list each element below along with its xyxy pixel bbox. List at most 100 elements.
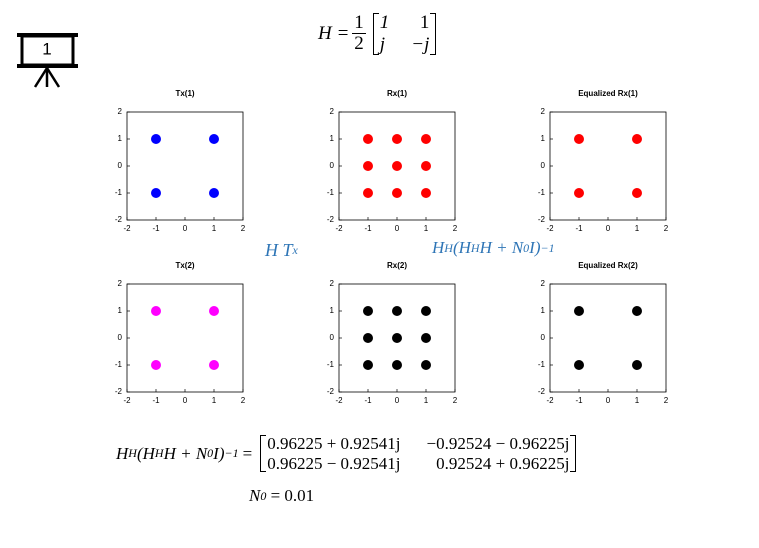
x-tick-label: 2 — [664, 224, 669, 233]
point — [574, 134, 584, 144]
cell: 1 — [379, 12, 390, 33]
y-tick-label: 1 — [541, 306, 546, 315]
y-tick-label: 1 — [541, 134, 546, 143]
scatter-chart: Tx(1) -2 -1 0 1 2 -2 -1 0 1 2 — [115, 89, 246, 233]
point — [151, 188, 161, 198]
chart-title: Rx(1) — [387, 89, 407, 98]
y-tick-label: -2 — [538, 387, 546, 396]
y-tick-label: -1 — [327, 360, 335, 369]
t: H — [470, 240, 480, 255]
x-tick-label: 1 — [424, 396, 429, 405]
y-tick-label: 1 — [330, 306, 335, 315]
x-tick-label: -2 — [335, 396, 343, 405]
x-tick-label: 0 — [183, 224, 188, 233]
point — [392, 360, 402, 370]
scatter-chart: Rx(1) -2 -1 0 1 2 -2 -1 0 1 2 — [327, 89, 458, 233]
point — [392, 134, 402, 144]
point — [574, 188, 584, 198]
t: (H — [136, 443, 155, 463]
point — [392, 161, 402, 171]
x-tick-label: 0 — [606, 224, 611, 233]
point — [632, 306, 642, 316]
point — [151, 360, 161, 370]
x-tick-label: 2 — [241, 224, 246, 233]
point — [421, 188, 431, 198]
y-tick-label: -2 — [115, 215, 123, 224]
point — [363, 306, 373, 316]
x-tick-label: -1 — [152, 224, 160, 233]
point — [421, 134, 431, 144]
t: H — [128, 446, 137, 461]
t: I) — [213, 443, 225, 463]
x-tick-label: 2 — [453, 224, 458, 233]
x-tick-label: 1 — [212, 396, 217, 405]
cell: j — [379, 33, 386, 55]
label-text: H T — [265, 240, 293, 260]
x-tick-label: 2 — [453, 396, 458, 405]
point — [209, 188, 219, 198]
y-tick-label: 0 — [541, 161, 546, 170]
point — [574, 306, 584, 316]
point — [363, 333, 373, 343]
t: H — [432, 238, 445, 257]
matrix: 1 1 j −j — [372, 12, 437, 56]
y-tick-label: 0 — [330, 333, 335, 342]
numerator: 1 — [352, 12, 366, 35]
point — [209, 134, 219, 144]
denominator: 2 — [354, 33, 364, 55]
chart-title: Equalized Rx(1) — [578, 89, 638, 98]
matrix: 0.96225 + 0.92541j −0.92524 − 0.96225j 0… — [260, 434, 577, 473]
y-tick-label: 2 — [118, 279, 123, 288]
point — [151, 134, 161, 144]
slide-icon: 1 — [17, 33, 78, 88]
point — [363, 161, 373, 171]
point — [632, 134, 642, 144]
plot-area — [126, 283, 244, 393]
y-tick-label: 2 — [330, 107, 335, 116]
t: I) — [529, 238, 541, 257]
x-tick-label: -2 — [546, 224, 554, 233]
y-tick-label: 0 — [330, 161, 335, 170]
y-tick-label: 1 — [330, 134, 335, 143]
y-tick-label: 2 — [118, 107, 123, 116]
point — [421, 161, 431, 171]
y-tick-label: 0 — [118, 333, 123, 342]
x-tick-label: 1 — [635, 396, 640, 405]
scatter-chart: Rx(2) -2 -1 0 1 2 -2 -1 0 1 2 — [327, 261, 458, 405]
point — [392, 306, 402, 316]
x-tick-label: 2 — [241, 396, 246, 405]
t: −1 — [540, 240, 555, 255]
y-tick-label: 1 — [118, 134, 123, 143]
y-tick-label: -1 — [115, 188, 123, 197]
y-tick-label: 1 — [118, 306, 123, 315]
chart-title: Rx(2) — [387, 261, 407, 270]
t: H — [116, 443, 129, 463]
x-tick-label: 0 — [395, 396, 400, 405]
point — [392, 188, 402, 198]
x-tick-label: -1 — [152, 396, 160, 405]
point — [632, 360, 642, 370]
x-tick-label: -1 — [364, 396, 372, 405]
point — [151, 306, 161, 316]
t: N — [249, 486, 261, 505]
y-tick-label: -1 — [327, 188, 335, 197]
x-tick-label: -1 — [364, 224, 372, 233]
cell: 1 — [419, 12, 430, 33]
t: N — [195, 443, 208, 463]
t: 0 — [523, 240, 530, 255]
t: −1 — [224, 446, 239, 461]
y-tick-label: -1 — [538, 360, 546, 369]
point — [209, 360, 219, 370]
t: = — [242, 443, 253, 463]
chart-title: Equalized Rx(2) — [578, 261, 638, 270]
point — [421, 333, 431, 343]
chart-title: Tx(2) — [175, 261, 194, 270]
eq-lhs: H = — [318, 22, 350, 44]
x-tick-label: 0 — [606, 396, 611, 405]
t: 0 — [207, 446, 214, 461]
equation-equalizer: H H (H H H + N 0 I) −1 = 0.96225 + 0.92541j −0.… — [116, 434, 577, 473]
point — [421, 360, 431, 370]
point — [209, 306, 219, 316]
